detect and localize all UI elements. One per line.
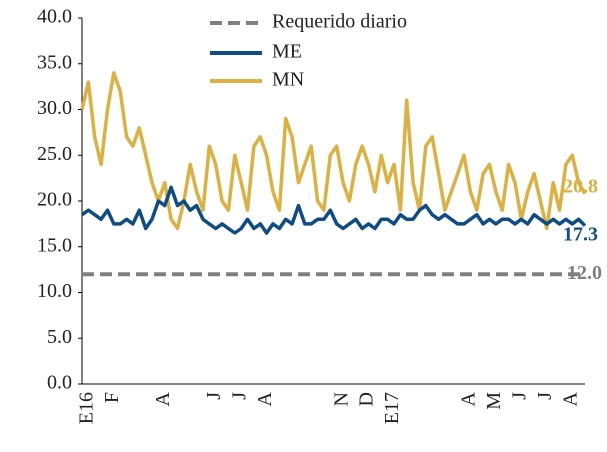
legend-label: Requerido diario bbox=[272, 11, 407, 33]
x-tick-label: J bbox=[509, 392, 531, 400]
y-tick-label: 30.0 bbox=[37, 97, 72, 119]
reference-label: 12.0 bbox=[567, 262, 602, 284]
y-tick-label: 40.0 bbox=[37, 6, 72, 28]
x-tick-label: E17 bbox=[381, 392, 403, 424]
y-tick-label: 0.0 bbox=[47, 372, 72, 394]
series-line bbox=[80, 71, 587, 231]
x-tick-label: A bbox=[254, 391, 276, 406]
x-tick-label: J bbox=[203, 392, 225, 400]
y-tick-label: 20.0 bbox=[37, 189, 72, 211]
series-line bbox=[80, 185, 587, 235]
x-tick-label: J bbox=[228, 392, 250, 400]
x-tick-label: E16 bbox=[76, 392, 98, 424]
x-tick-label: A bbox=[458, 391, 480, 406]
end-label: 17.3 bbox=[563, 223, 598, 245]
x-tick-label: N bbox=[330, 392, 352, 406]
x-tick-label: J bbox=[534, 392, 556, 400]
x-tick-label: A bbox=[152, 391, 174, 406]
x-tick-label: D bbox=[356, 392, 378, 406]
y-tick-label: 5.0 bbox=[47, 326, 72, 348]
end-label: 20.8 bbox=[563, 175, 598, 197]
legend-label: MN bbox=[272, 69, 304, 91]
y-tick-label: 25.0 bbox=[37, 143, 72, 165]
x-tick-label: M bbox=[483, 392, 505, 410]
legend-label: ME bbox=[272, 41, 302, 63]
x-tick-label: F bbox=[101, 392, 123, 403]
x-tick-label: A bbox=[559, 391, 581, 406]
y-tick-label: 10.0 bbox=[37, 280, 72, 302]
y-tick-label: 15.0 bbox=[37, 234, 72, 256]
y-tick-label: 35.0 bbox=[37, 51, 72, 73]
